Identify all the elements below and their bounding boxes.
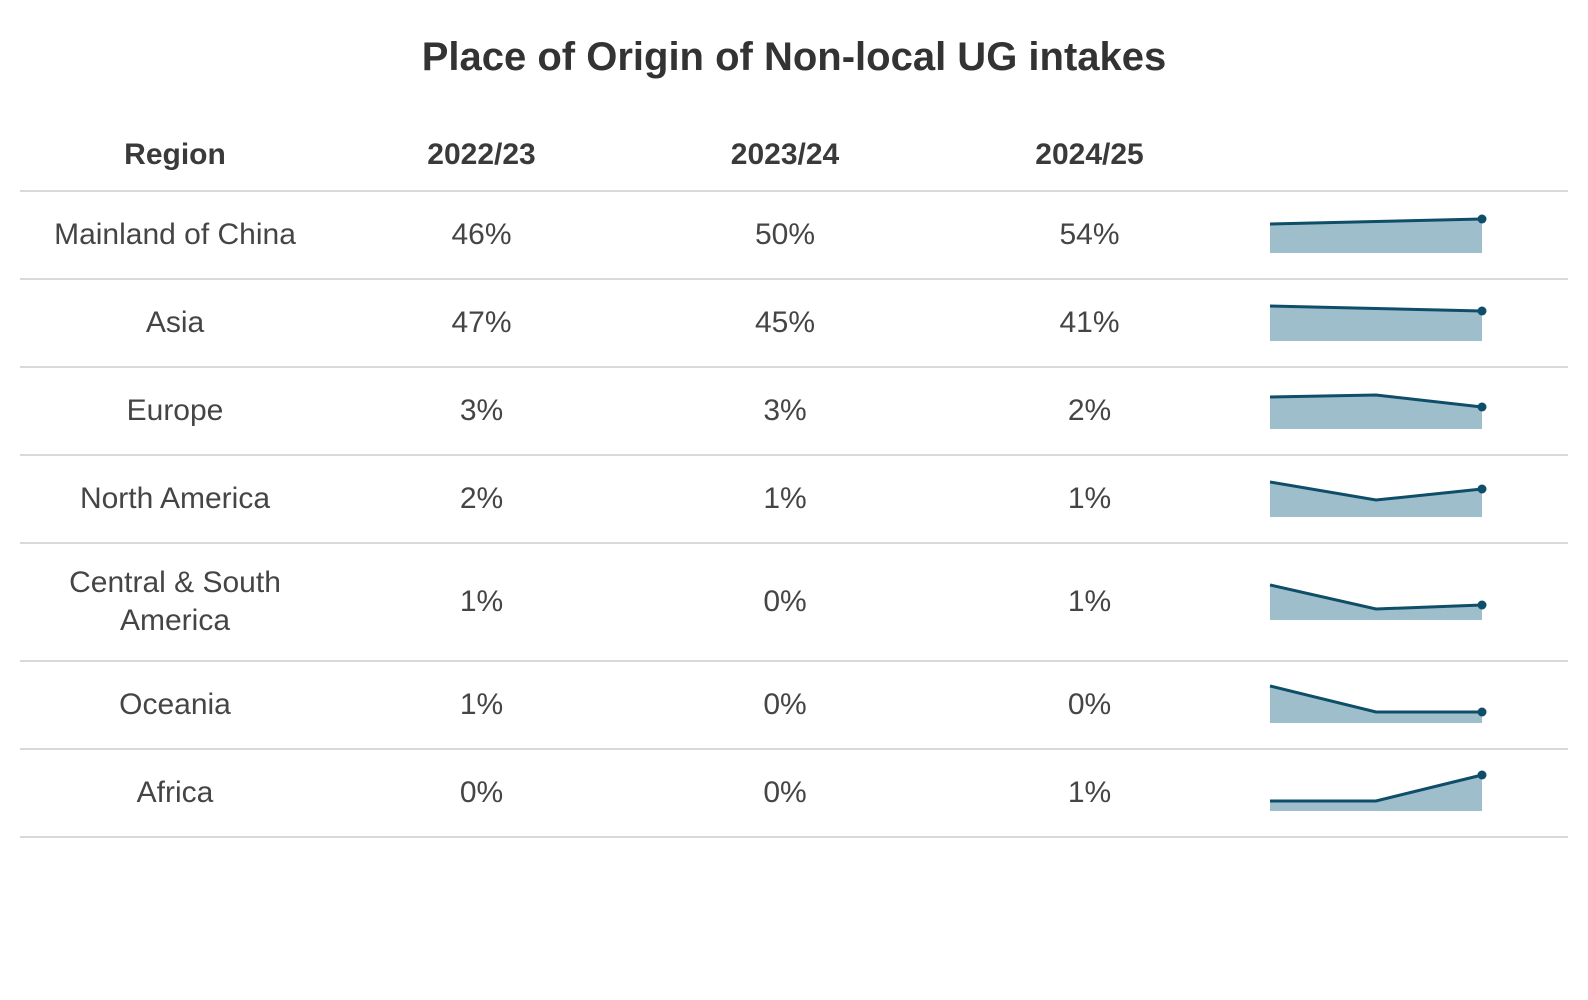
sparkline-chart: [1269, 684, 1487, 723]
sparkline-cell: [1242, 681, 1568, 729]
sparkline-endpoint-dot: [1477, 306, 1487, 316]
table-body: Mainland of China 46% 50% 54% Asia 47% 4…: [20, 192, 1568, 838]
region-cell: Central & South America: [69, 566, 281, 637]
sparkline-endpoint-dot: [1477, 600, 1487, 610]
sparkline-chart: [1269, 583, 1487, 620]
sparkline-area: [1270, 775, 1482, 811]
sparkline-endpoint-dot: [1477, 214, 1487, 224]
value-cell: 0%: [763, 585, 807, 618]
value-cell: 3%: [459, 394, 504, 427]
sparkline-line: [1269, 304, 1483, 313]
value-cell: 46%: [451, 218, 512, 251]
sparkline-chart: [1269, 393, 1487, 429]
table-row: Oceania 1% 0% 0%: [20, 662, 1568, 750]
value-cell: 1%: [459, 585, 504, 618]
value-cell: 1%: [1067, 585, 1112, 618]
sparkline-area: [1270, 395, 1482, 429]
region-cell: Africa: [136, 776, 214, 809]
value-cell: 1%: [763, 482, 807, 515]
value-cell: 0%: [763, 688, 807, 721]
sparkline-cell: [1242, 387, 1568, 435]
table-row: Central & South America 1% 0% 1%: [20, 544, 1568, 662]
table-row: Asia 47% 45% 41%: [20, 280, 1568, 368]
sparkline-line: [1269, 583, 1483, 611]
region-cell: North America: [79, 482, 271, 515]
sparkline-line: [1269, 684, 1482, 714]
sparkline-line: [1269, 480, 1483, 502]
sparkline-line: [1270, 773, 1483, 803]
value-cell: 47%: [451, 306, 512, 339]
value-cell: 3%: [763, 394, 807, 427]
table-row: Europe 3% 3% 2%: [20, 368, 1568, 456]
region-cell: Oceania: [119, 688, 231, 721]
value-cell: 2%: [459, 482, 504, 515]
sparkline-endpoint-dot: [1477, 770, 1487, 780]
column-header-year-3: 2024/25: [1035, 138, 1144, 171]
value-cell: 0%: [763, 776, 807, 809]
page-title: Place of Origin of Non-local UG intakes: [421, 35, 1167, 79]
table-header-row: Region 2022/23 2023/24 2024/25: [20, 120, 1568, 192]
sparkline-cell: [1242, 578, 1568, 626]
sparkline-chart: [1269, 304, 1487, 341]
sparkline-endpoint-dot: [1477, 484, 1487, 494]
intake-table: Region 2022/23 2023/24 2024/25 Mainland …: [20, 120, 1568, 838]
sparkline-chart: [1269, 480, 1487, 517]
value-cell: 1%: [1067, 776, 1112, 809]
region-cell: Mainland of China: [54, 218, 296, 251]
column-header-year-2: 2023/24: [730, 138, 840, 171]
value-cell: 50%: [754, 218, 816, 251]
sparkline-area: [1270, 686, 1482, 723]
sparkline-cell: [1242, 299, 1568, 347]
sparkline-cell: [1242, 769, 1568, 817]
sparkline-area: [1270, 306, 1482, 341]
value-cell: 0%: [459, 776, 504, 809]
value-cell: 1%: [459, 688, 504, 721]
sparkline-area: [1270, 219, 1482, 253]
value-cell: 2%: [1067, 394, 1112, 427]
table-row: Africa 0% 0% 1%: [20, 750, 1568, 838]
region-cell: Europe: [126, 394, 224, 427]
region-cell: Asia: [145, 306, 205, 339]
sparkline-line: [1269, 393, 1483, 409]
value-cell: 41%: [1059, 306, 1120, 339]
column-header-year-1: 2022/23: [427, 138, 536, 171]
table-row: Mainland of China 46% 50% 54%: [20, 192, 1568, 280]
sparkline-endpoint-dot: [1477, 402, 1487, 412]
sparkline-chart: [1269, 214, 1487, 253]
table-row: North America 2% 1% 1%: [20, 456, 1568, 544]
sparkline-endpoint-dot: [1477, 707, 1487, 717]
value-cell: 54%: [1059, 218, 1120, 251]
sparkline-chart: [1270, 770, 1487, 811]
sparkline-cell: [1242, 475, 1568, 523]
sparkline-area: [1270, 585, 1482, 620]
sparkline-area: [1270, 482, 1482, 517]
column-header-region: Region: [124, 138, 226, 171]
sparkline-cell: [1242, 211, 1568, 259]
value-cell: 0%: [1067, 688, 1112, 721]
value-cell: 45%: [754, 306, 816, 339]
value-cell: 1%: [1067, 482, 1112, 515]
sparkline-line: [1269, 217, 1483, 226]
